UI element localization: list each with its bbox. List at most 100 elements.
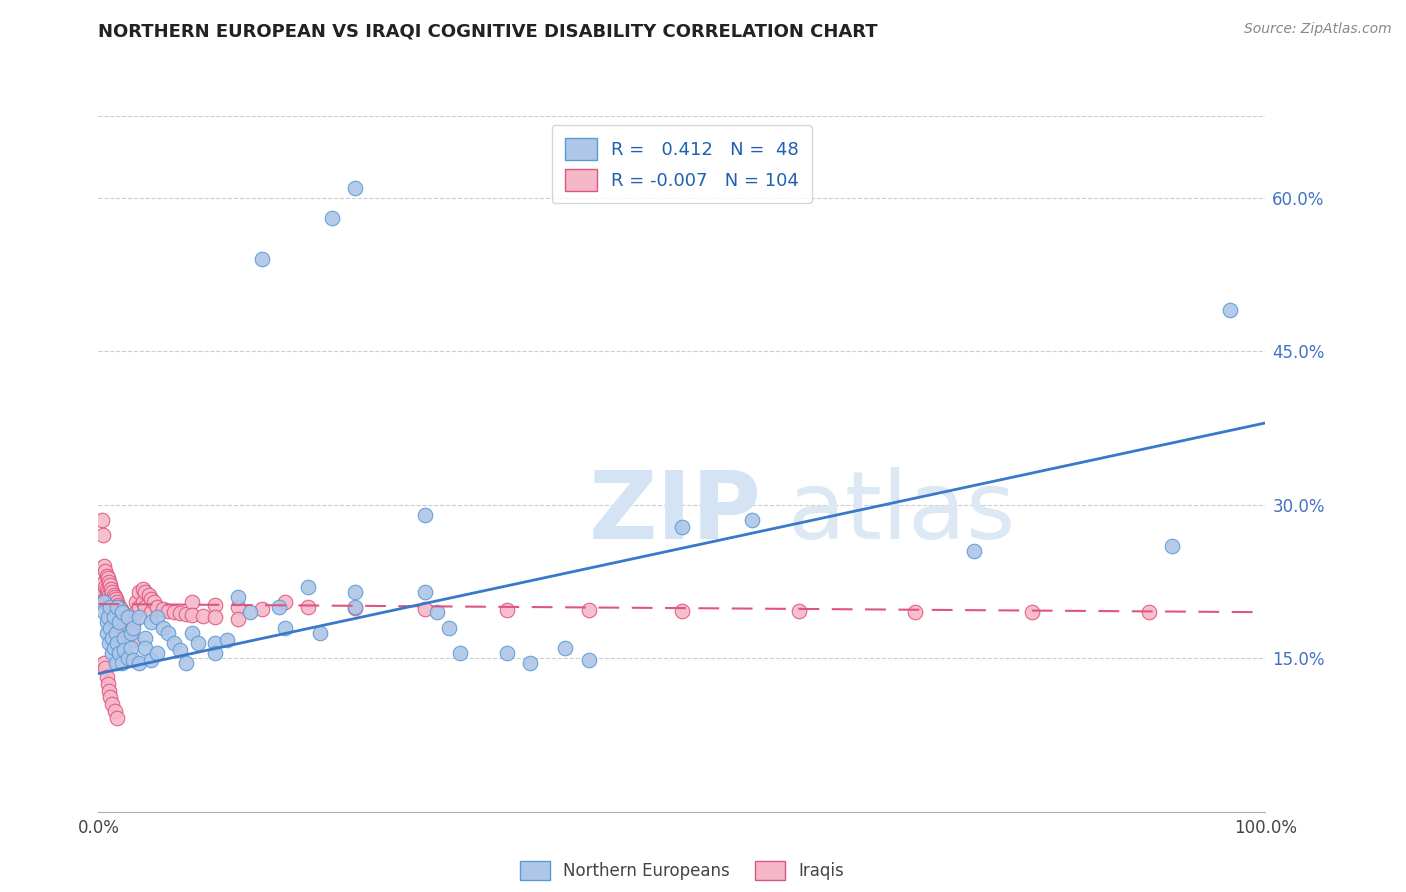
- Point: [180, 625, 202, 640]
- Point: [110, 617, 132, 632]
- Point: [122, 621, 145, 635]
- Point: [187, 636, 209, 650]
- Point: [107, 598, 129, 612]
- Point: [132, 595, 155, 609]
- Point: [741, 513, 763, 527]
- Text: Source: ZipAtlas.com: Source: ZipAtlas.com: [1244, 22, 1392, 37]
- Point: [449, 646, 471, 660]
- Point: [128, 600, 150, 615]
- Point: [134, 600, 156, 615]
- Point: [250, 252, 273, 267]
- Point: [671, 520, 693, 534]
- Point: [100, 595, 122, 609]
- Point: [98, 605, 121, 619]
- Point: [904, 605, 927, 619]
- Point: [1219, 303, 1241, 318]
- Point: [437, 621, 460, 635]
- Point: [1021, 605, 1043, 619]
- Point: [146, 600, 169, 615]
- Point: [204, 598, 226, 612]
- Point: [97, 610, 120, 624]
- Point: [97, 588, 120, 602]
- Point: [104, 604, 127, 618]
- Point: [152, 602, 174, 616]
- Point: [117, 610, 139, 624]
- Point: [321, 211, 343, 226]
- Point: [413, 602, 436, 616]
- Point: [96, 569, 118, 583]
- Point: [94, 580, 117, 594]
- Point: [112, 624, 135, 638]
- Point: [274, 621, 297, 635]
- Text: atlas: atlas: [787, 467, 1015, 558]
- Point: [344, 601, 367, 615]
- Point: [344, 180, 367, 194]
- Point: [413, 508, 436, 522]
- Point: [111, 605, 134, 619]
- Point: [139, 605, 162, 619]
- Point: [93, 584, 115, 599]
- Point: [93, 559, 115, 574]
- Point: [495, 603, 517, 617]
- Point: [297, 580, 319, 594]
- Point: [90, 513, 112, 527]
- Point: [97, 602, 120, 616]
- Point: [111, 605, 134, 619]
- Point: [413, 584, 436, 599]
- Point: [97, 574, 120, 589]
- Point: [96, 615, 118, 630]
- Legend: Northern Europeans, Iraqis: Northern Europeans, Iraqis: [513, 855, 851, 887]
- Point: [108, 600, 131, 615]
- Point: [101, 698, 124, 712]
- Point: [98, 577, 121, 591]
- Point: [169, 606, 191, 620]
- Point: [578, 653, 600, 667]
- Point: [93, 574, 115, 589]
- Point: [91, 528, 114, 542]
- Point: [110, 602, 132, 616]
- Point: [101, 584, 124, 599]
- Point: [578, 603, 600, 617]
- Point: [169, 643, 191, 657]
- Point: [122, 632, 145, 647]
- Point: [344, 584, 367, 599]
- Point: [269, 600, 291, 615]
- Text: NORTHERN EUROPEAN VS IRAQI COGNITIVE DISABILITY CORRELATION CHART: NORTHERN EUROPEAN VS IRAQI COGNITIVE DIS…: [98, 22, 877, 40]
- Point: [120, 615, 142, 630]
- Point: [96, 595, 118, 609]
- Point: [139, 591, 162, 606]
- Point: [174, 657, 197, 671]
- Point: [180, 595, 202, 609]
- Point: [309, 625, 332, 640]
- Point: [108, 615, 131, 630]
- Point: [105, 636, 128, 650]
- Point: [104, 625, 127, 640]
- Point: [115, 625, 138, 640]
- Point: [100, 582, 122, 596]
- Point: [96, 582, 118, 596]
- Point: [103, 640, 125, 655]
- Point: [138, 588, 160, 602]
- Point: [134, 631, 156, 645]
- Point: [97, 600, 120, 615]
- Point: [103, 588, 125, 602]
- Point: [107, 612, 129, 626]
- Point: [104, 590, 127, 604]
- Point: [97, 636, 120, 650]
- Point: [101, 598, 124, 612]
- Point: [962, 544, 984, 558]
- Point: [180, 608, 202, 623]
- Point: [143, 595, 166, 609]
- Point: [132, 582, 155, 596]
- Point: [101, 646, 124, 660]
- Point: [344, 600, 367, 615]
- Point: [146, 610, 169, 624]
- Point: [163, 605, 186, 619]
- Point: [297, 600, 319, 615]
- Point: [115, 610, 138, 624]
- Point: [112, 643, 135, 657]
- Point: [97, 571, 120, 585]
- Point: [128, 584, 150, 599]
- Point: [554, 640, 576, 655]
- Point: [108, 646, 131, 660]
